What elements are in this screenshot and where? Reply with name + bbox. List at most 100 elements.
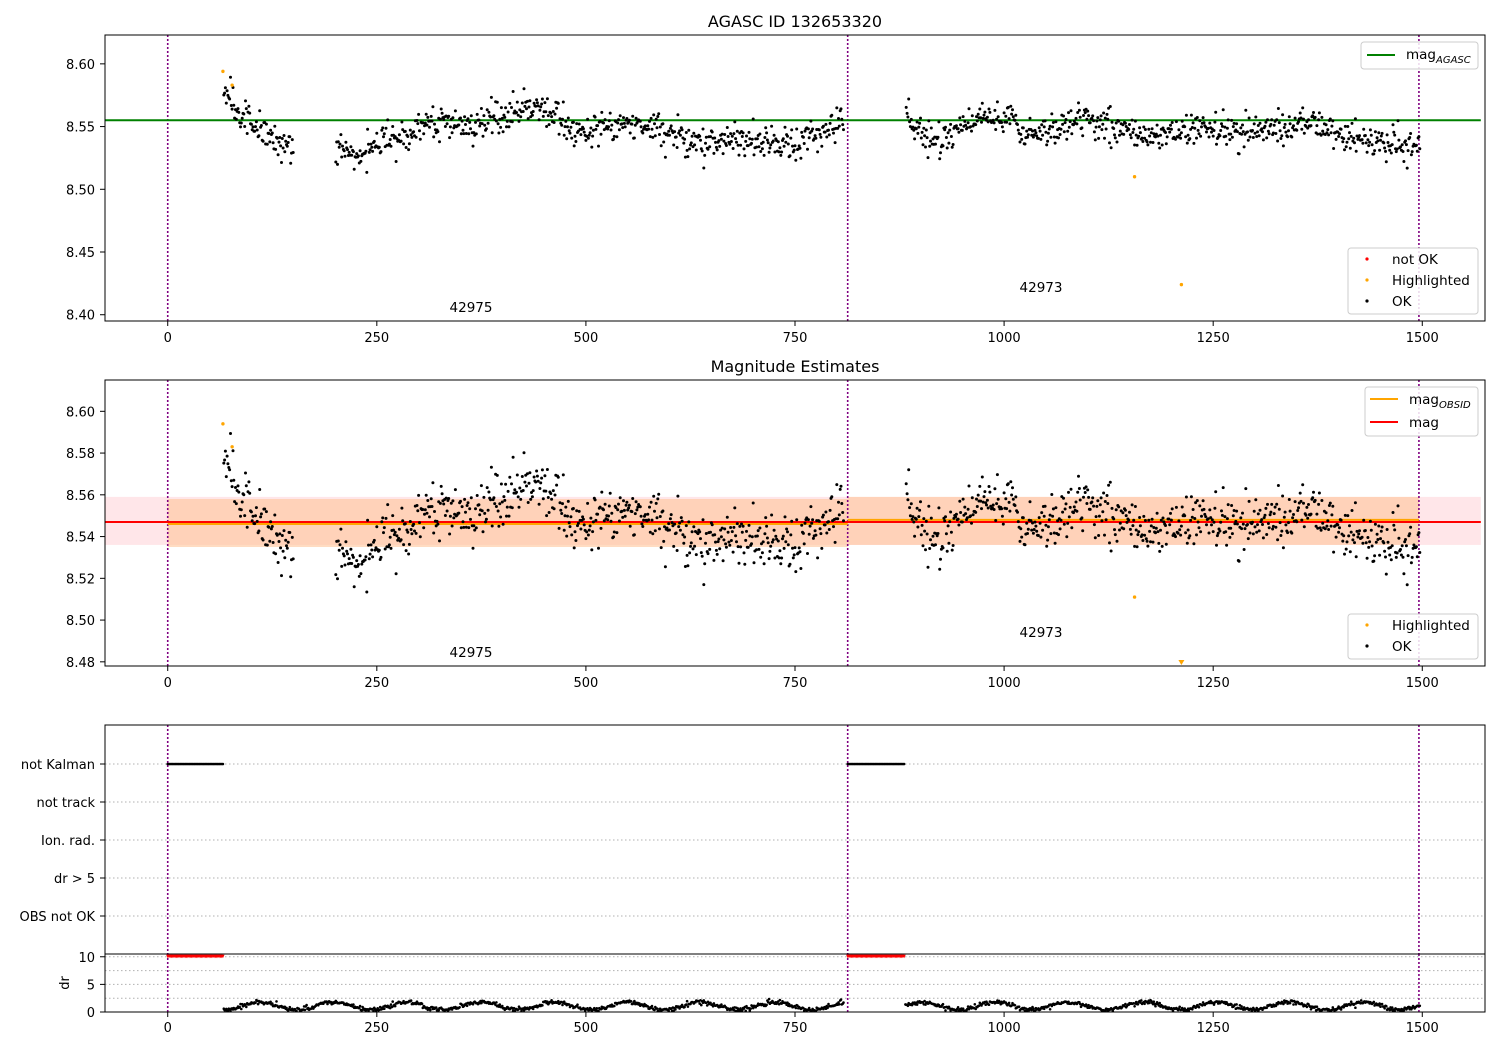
- ok-point: [284, 538, 288, 542]
- ok-point: [379, 555, 383, 559]
- ok-point: [1191, 121, 1195, 125]
- ok-point: [460, 119, 464, 123]
- ok-point: [350, 562, 354, 565]
- ok-point: [1409, 132, 1413, 135]
- ok-point: [1118, 133, 1121, 137]
- ok-point: [1220, 509, 1223, 513]
- ok-point: [1121, 123, 1125, 127]
- ok-point: [1315, 124, 1319, 128]
- ok-point: [1312, 111, 1315, 114]
- ok-point: [1045, 544, 1049, 548]
- ok-point: [609, 519, 613, 523]
- ok-point: [1038, 521, 1042, 525]
- ok-point: [710, 523, 714, 527]
- ok-point: [1199, 530, 1203, 534]
- ok-point: [278, 532, 282, 536]
- ok-point: [394, 160, 398, 163]
- ok-point: [1293, 116, 1297, 120]
- ok-point: [475, 112, 479, 116]
- ok-point: [939, 557, 942, 561]
- ok-point: [653, 509, 656, 513]
- ok-point: [1097, 534, 1101, 537]
- ok-point: [1360, 138, 1364, 142]
- ok-point: [683, 155, 687, 159]
- ok-point: [589, 126, 593, 130]
- ok-point: [980, 507, 983, 511]
- ok-point: [617, 118, 620, 122]
- ok-point: [1330, 513, 1334, 517]
- ok-point: [1248, 531, 1252, 535]
- ok-point: [393, 135, 397, 139]
- dr-point: [501, 1004, 504, 1008]
- ok-point: [946, 131, 950, 135]
- ok-point: [1417, 135, 1421, 139]
- ok-point: [506, 489, 510, 493]
- ok-point: [731, 550, 735, 554]
- ok-point: [566, 116, 570, 120]
- highlighted-point: [1179, 282, 1184, 287]
- ok-point: [240, 500, 244, 504]
- dr-point: [751, 1006, 755, 1010]
- ok-point: [773, 556, 777, 560]
- ok-point: [728, 543, 732, 547]
- ok-point: [835, 483, 839, 487]
- ok-point: [743, 562, 747, 566]
- ok-point: [1290, 531, 1294, 535]
- ok-point: [1353, 501, 1357, 505]
- ok-point: [1305, 505, 1309, 509]
- ok-point: [824, 510, 828, 514]
- ok-point: [1000, 514, 1004, 518]
- ok-point: [587, 528, 591, 532]
- ok-point: [254, 125, 257, 129]
- ok-point: [1134, 528, 1138, 532]
- ok-point: [596, 124, 600, 128]
- ok-point: [1039, 535, 1043, 539]
- ok-point: [375, 525, 379, 529]
- ok-point: [433, 510, 436, 513]
- ok-point: [1270, 502, 1274, 506]
- ok-point: [1025, 129, 1029, 133]
- ok-point: [1123, 121, 1127, 125]
- ok-point: [459, 132, 463, 136]
- dr-point: [787, 1002, 791, 1006]
- ok-point: [536, 104, 540, 108]
- ok-point: [343, 563, 347, 567]
- ok-point: [577, 122, 581, 126]
- ok-point: [1366, 138, 1370, 142]
- ok-point: [1252, 122, 1256, 126]
- ok-point: [1011, 486, 1014, 490]
- ok-point: [995, 117, 999, 121]
- ok-point: [737, 561, 741, 565]
- ok-point: [1200, 125, 1203, 129]
- ok-point: [1067, 490, 1070, 494]
- ok-point: [1272, 512, 1276, 516]
- ok-point: [1058, 527, 1062, 531]
- ok-point: [995, 473, 999, 477]
- ok-point: [253, 129, 257, 133]
- ok-point: [1384, 555, 1387, 559]
- ok-point: [259, 512, 263, 516]
- ok-point: [1179, 131, 1183, 135]
- ok-point: [582, 130, 586, 134]
- ok-point: [421, 508, 425, 511]
- ok-point: [759, 150, 763, 153]
- ok-point: [659, 144, 663, 148]
- ok-point: [1085, 502, 1089, 505]
- ok-point: [908, 506, 912, 510]
- ok-point: [673, 522, 677, 526]
- ok-point: [1072, 511, 1075, 515]
- ok-point: [1319, 528, 1323, 532]
- ok-point: [988, 490, 992, 494]
- ok-point: [1242, 548, 1246, 551]
- flag-point: [221, 762, 225, 766]
- y-tick-label: 8.50: [66, 183, 95, 198]
- ok-point: [768, 146, 772, 150]
- ok-point: [465, 504, 469, 507]
- ok-point: [830, 495, 834, 499]
- ok-point: [1135, 545, 1139, 549]
- ok-point: [568, 525, 572, 529]
- dr-point: [941, 1002, 945, 1006]
- ok-point: [1201, 116, 1205, 120]
- ok-point: [1035, 529, 1039, 533]
- ok-point: [347, 150, 351, 154]
